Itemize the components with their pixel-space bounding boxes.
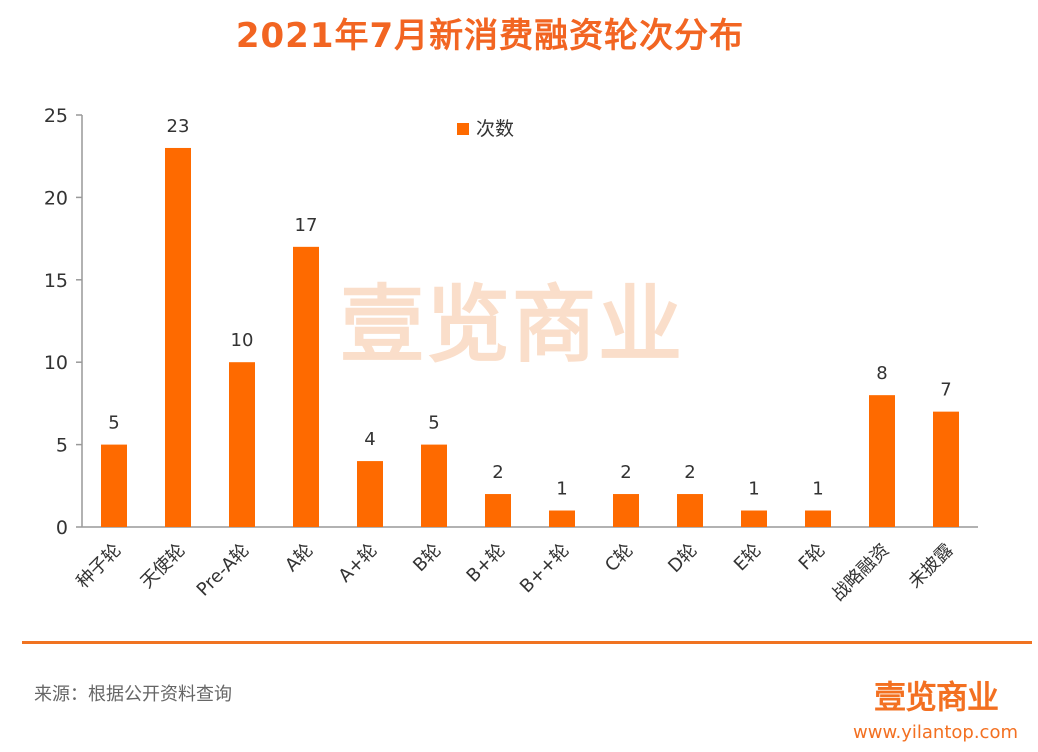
data-label: 5: [428, 413, 439, 434]
bar: [677, 494, 703, 527]
y-tick-label: 25: [44, 105, 68, 127]
bar: [229, 362, 255, 527]
bar: [933, 411, 959, 527]
bar: [101, 444, 127, 527]
x-tick-label: 天使轮: [137, 540, 190, 593]
x-tick-label: B++轮: [516, 540, 574, 598]
data-label: 5: [108, 413, 119, 434]
x-tick-label: Pre-A轮: [193, 540, 254, 601]
footer-divider: [22, 641, 1032, 644]
bar: [805, 510, 831, 527]
bar: [869, 395, 895, 527]
bar-chart: 05101520255种子轮23天使轮10Pre-A轮17A轮4A+轮5B轮2B…: [44, 105, 978, 606]
data-label: 1: [748, 479, 759, 500]
watermark-logo: 壹览商业: [340, 276, 685, 374]
bar: [485, 494, 511, 527]
brand-url: www.yilantop.com: [853, 722, 1018, 743]
x-tick-label: C轮: [601, 540, 637, 576]
data-label: 1: [556, 479, 567, 500]
x-tick-label: A轮: [281, 540, 317, 576]
bar: [357, 461, 383, 527]
data-label: 17: [295, 215, 318, 236]
data-label: 2: [684, 462, 695, 483]
bar: [741, 510, 767, 527]
x-tick-label: E轮: [730, 540, 766, 576]
data-label: 4: [364, 429, 375, 450]
bar: [293, 246, 319, 527]
x-tick-label: 战略融资: [828, 540, 894, 606]
bar: [421, 444, 447, 527]
bar: [165, 147, 191, 527]
chart-title: 2021年7月新消费融资轮次分布: [235, 16, 745, 56]
x-tick-label: 未披露: [905, 540, 958, 593]
legend-label: 次数: [476, 118, 514, 140]
legend-swatch: [457, 123, 469, 135]
data-label: 2: [492, 462, 503, 483]
y-tick-label: 15: [44, 270, 68, 292]
x-tick-label: D轮: [664, 540, 701, 577]
data-label: 10: [231, 330, 254, 351]
y-tick-label: 0: [56, 517, 68, 539]
brand-logo: 壹览商业: [874, 678, 999, 716]
data-label: 23: [167, 116, 190, 137]
data-label: 7: [940, 380, 951, 401]
x-tick-label: B轮: [409, 540, 445, 576]
y-tick-label: 5: [56, 435, 68, 457]
bar: [549, 510, 575, 527]
data-label: 8: [876, 363, 887, 384]
data-label: 1: [812, 479, 823, 500]
x-tick-label: F轮: [795, 540, 830, 575]
x-tick-label: B+轮: [463, 540, 510, 587]
source-note: 来源：根据公开资料查询: [34, 684, 232, 705]
x-tick-label: 种子轮: [73, 540, 126, 593]
bar: [613, 494, 639, 527]
y-tick-label: 20: [44, 187, 68, 209]
data-label: 2: [620, 462, 631, 483]
y-tick-label: 10: [44, 352, 68, 374]
x-tick-label: A+轮: [335, 540, 382, 587]
